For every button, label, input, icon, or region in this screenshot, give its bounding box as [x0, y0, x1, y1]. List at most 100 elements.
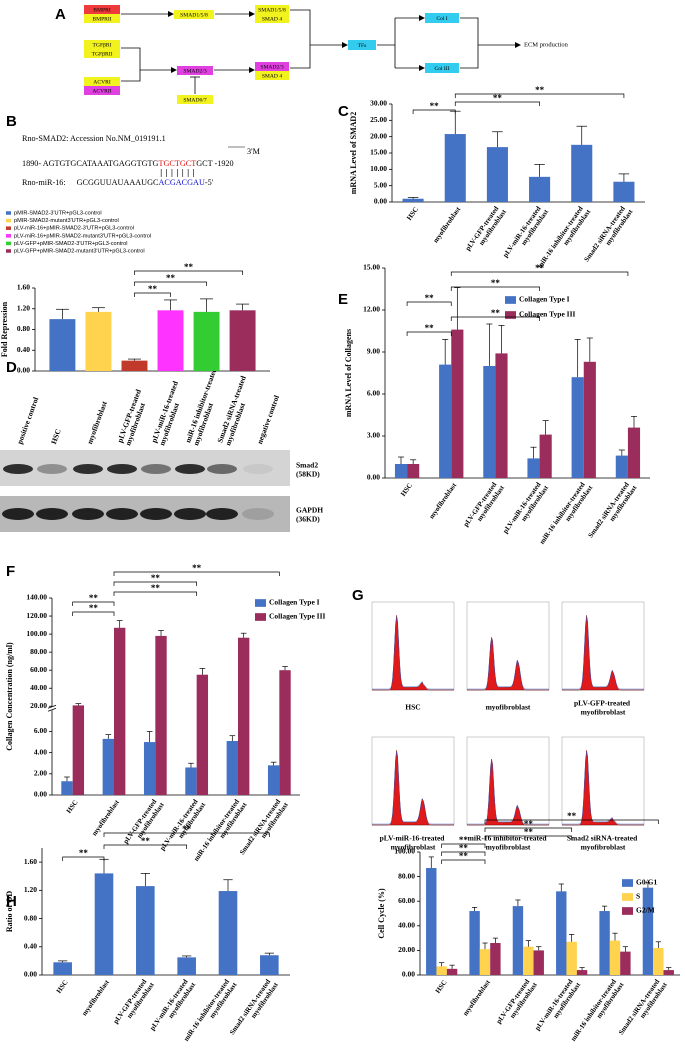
- legend-swatch: [255, 613, 266, 621]
- significance-label: **: [459, 851, 469, 861]
- connector: [290, 9, 311, 69]
- bar: [196, 674, 209, 795]
- connector: [460, 17, 479, 69]
- bar: [72, 705, 85, 795]
- error-bar: [428, 856, 434, 868]
- error-bar: [630, 416, 638, 428]
- pathway-node: [84, 5, 120, 14]
- histogram-fill: [562, 615, 644, 691]
- y-tick-label: 9.00: [367, 347, 380, 356]
- legend-swatch: [6, 218, 11, 223]
- bar: [576, 970, 588, 975]
- legend-swatch: [6, 211, 11, 215]
- bar: [533, 950, 544, 975]
- y-tick-label: 40.00: [398, 921, 415, 930]
- lane-label-group: HSC: [49, 428, 63, 446]
- bar: [218, 891, 238, 975]
- x-tick-label-group: HSC: [399, 481, 414, 497]
- blot-band: [175, 464, 205, 474]
- x-tick-label: myofibroblast: [90, 798, 121, 837]
- x-tick-label-group: myofibroblast: [80, 978, 111, 1017]
- pathway-node: [255, 5, 289, 14]
- error-bar: [200, 298, 214, 312]
- bar: [394, 464, 408, 478]
- error-bar: [666, 967, 672, 971]
- legend-label: pLV-miR-16+pMIR-SMAD2-mutant3'UTR+pGL3-c…: [14, 233, 151, 239]
- lane-label: myofibroblast: [85, 400, 109, 446]
- y-tick-label: 80.00: [398, 871, 415, 880]
- x-tick-label: myofibroblast: [80, 978, 111, 1017]
- y-tick-label: 1.60: [17, 283, 30, 292]
- mirna-prefix: GCGGUUAUAAAUGC: [77, 178, 159, 187]
- error-bar: [449, 964, 455, 969]
- error-bar: [530, 446, 537, 459]
- error-bar: [576, 125, 588, 145]
- panel-label: B: [6, 113, 17, 130]
- significance-bracket: [103, 832, 270, 837]
- error-bar: [439, 962, 445, 967]
- bar: [663, 970, 674, 975]
- significance-label: **: [459, 835, 469, 845]
- significance-bracket: [134, 292, 171, 297]
- pathway-node: [255, 71, 289, 80]
- significance-label: **: [425, 323, 435, 333]
- target-site: TGCTGCT: [158, 159, 196, 168]
- bar: [53, 962, 72, 975]
- target-sequence: 1890- AGTGTGCATAAATGAGGTGTGTGCTGCTGCT -1…: [22, 159, 234, 168]
- significance-label: **: [151, 573, 161, 583]
- significance-label: **: [141, 836, 151, 846]
- significance-label: **: [524, 827, 534, 837]
- legend-label: Collagen Type III: [519, 310, 575, 319]
- bar: [85, 311, 112, 371]
- error-bar: [229, 735, 236, 741]
- text-line: pLV-miR-16-treated: [158, 796, 200, 852]
- bar: [136, 886, 155, 975]
- bar: [439, 364, 452, 478]
- panel-label: G: [352, 587, 364, 604]
- histogram-label: myofibroblast: [486, 703, 531, 712]
- legend-label: pLV-GFP+pMIR-SMAD2-3'UTR+pGL3-control: [14, 241, 128, 247]
- error-bar: [579, 967, 585, 971]
- histogram-fit: [467, 638, 549, 690]
- y-tick-label: 20.00: [398, 945, 415, 954]
- significance-label: **: [567, 811, 577, 821]
- x-tick-label: pLV-GFP-treated myofibroblast: [463, 203, 508, 257]
- bar: [495, 353, 508, 478]
- significance-label: **: [89, 593, 99, 603]
- x-tick-label: pLV-miR-16-treated myofibroblast: [501, 479, 550, 540]
- significance-bracket: [441, 859, 486, 864]
- text-line: Smad2 siRNA-treated: [567, 833, 639, 842]
- legend-swatch: [622, 907, 633, 915]
- y-axis-label: Ratio of OD: [5, 891, 14, 933]
- lane-label: pLV-miR-16-treated myofibroblast: [149, 378, 188, 447]
- error-bar: [282, 666, 288, 671]
- error-bar: [472, 906, 478, 912]
- legend-swatch: [255, 599, 266, 607]
- pathway-node: [425, 13, 459, 23]
- pathway-node: [177, 66, 213, 75]
- y-tick-label: 10.00: [370, 164, 387, 173]
- significance-bracket: [113, 581, 198, 586]
- y-tick-label: 100.00: [26, 629, 47, 638]
- text-line: myofibroblast: [581, 707, 626, 716]
- pathway-node-label: Col I: [436, 16, 447, 22]
- text-line: miR-16 inhibitor-treated: [468, 833, 549, 842]
- y-tick-label: 100.00: [394, 847, 415, 856]
- pathway-node: [84, 86, 120, 95]
- utr-end: 3'M: [247, 147, 261, 156]
- bar: [155, 635, 167, 795]
- bar: [642, 887, 654, 975]
- bar: [238, 637, 250, 795]
- legend-swatch: [6, 234, 11, 238]
- bar: [527, 458, 540, 478]
- accession: Rno-SMAD2: Accession No.NM_019191.1: [22, 134, 166, 143]
- y-tick-label: 20.00: [30, 701, 47, 710]
- x-tick-label-group: HSC: [65, 798, 80, 814]
- significance-label: **: [79, 848, 89, 858]
- histogram-fill: [372, 750, 454, 826]
- bar: [260, 955, 279, 975]
- error-bar: [55, 308, 69, 320]
- significance-label: **: [184, 262, 194, 272]
- panel-label: C: [338, 103, 349, 120]
